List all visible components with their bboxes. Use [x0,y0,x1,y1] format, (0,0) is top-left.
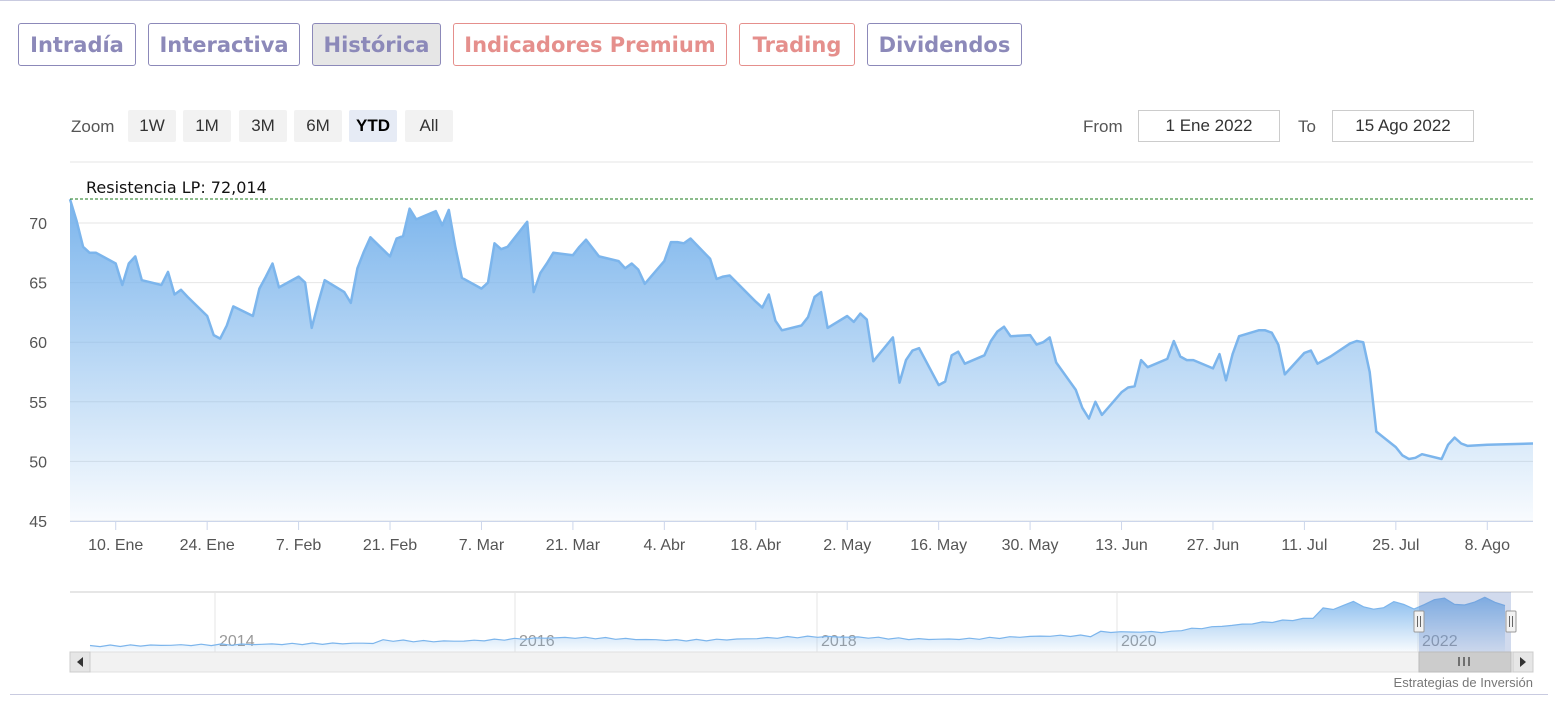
x-tick-label: 27. Jun [1187,537,1239,554]
bottom-divider [10,694,1548,695]
x-tick-label: 4. Abr [643,537,685,554]
x-tick-label: 16. May [910,537,967,554]
x-tick-label: 10. Ene [88,537,143,554]
navigator-line [89,596,1506,648]
zoom-button-ytd[interactable]: YTD [349,110,397,142]
x-tick-label: 18. Abr [730,537,781,554]
x-tick-label: 11. Jul [1281,537,1327,554]
area-fill [70,199,1533,521]
x-tick-label: 7. Feb [276,537,321,554]
tab-dividendos[interactable]: Dividendos [867,23,1022,66]
y-tick-label: 55 [29,395,47,412]
y-tick-label: 60 [29,335,47,352]
x-tick-label: 30. May [1002,537,1059,554]
y-tick-label: 50 [29,454,47,471]
x-tick-label: 7. Mar [459,537,505,554]
zoom-label: Zoom [71,117,115,136]
from-label: From [1083,117,1123,136]
navigator-handle-right [1505,610,1517,633]
x-tick-label: 21. Mar [546,537,601,554]
y-tick-label: 70 [29,216,47,233]
y-tick-label: 65 [29,276,47,293]
navigator-selection [1419,592,1511,652]
navigator[interactable]: 20142016201820202022 [69,591,1534,673]
x-tick-label: 21. Feb [363,537,417,554]
zoom-button-all[interactable]: All [405,110,453,142]
zoom-button-3m[interactable]: 3M [239,110,287,142]
resistance-line: Resistencia LP: 72,014 [70,178,1533,200]
navigator-handle-left [1413,610,1425,633]
credits[interactable]: Estrategias de Inversión [1393,675,1533,690]
zoom-button-1m[interactable]: 1M [183,110,231,142]
tab-indicadores-premium[interactable]: Indicadores Premium [453,23,727,66]
navigator-area [90,597,1505,652]
resistance-label: Resistencia LP: 72,014 [86,178,267,197]
tab-histórica[interactable]: Histórica [312,23,441,66]
x-axis: 10. Ene 24. Ene 7. Feb 21. Feb 7. Mar 21. Mar… [70,521,1533,554]
from-date-input[interactable]: 1 Ene 2022 [1138,110,1280,142]
x-tick-label: 2. May [823,537,871,554]
x-tick-label: 24. Ene [180,537,235,554]
to-date-input[interactable]: 15 Ago 2022 [1332,110,1474,142]
top-divider [0,0,1555,1]
chevron-left-icon [77,657,83,667]
tab-trading[interactable]: Trading [739,23,855,66]
series-line [68,198,1534,461]
price-area [68,198,1534,521]
y-axis: 45 50 55 60 65 70 [29,216,47,531]
x-tick-label: 8. Ago [1465,537,1510,554]
y-tick-label: 45 [29,514,47,531]
x-tick-label: 25. Jul [1372,537,1419,554]
chevron-right-icon [1520,657,1526,667]
tab-intradía[interactable]: Intradía [18,23,136,66]
tab-interactiva[interactable]: Interactiva [148,23,300,66]
zoom-button-6m[interactable]: 6M [294,110,342,142]
x-tick-label: 13. Jun [1095,537,1147,554]
zoom-button-1w[interactable]: 1W [128,110,176,142]
scrollbar-thumb [1418,651,1512,673]
scrollbar-track [69,651,1534,673]
to-label: To [1298,117,1316,136]
